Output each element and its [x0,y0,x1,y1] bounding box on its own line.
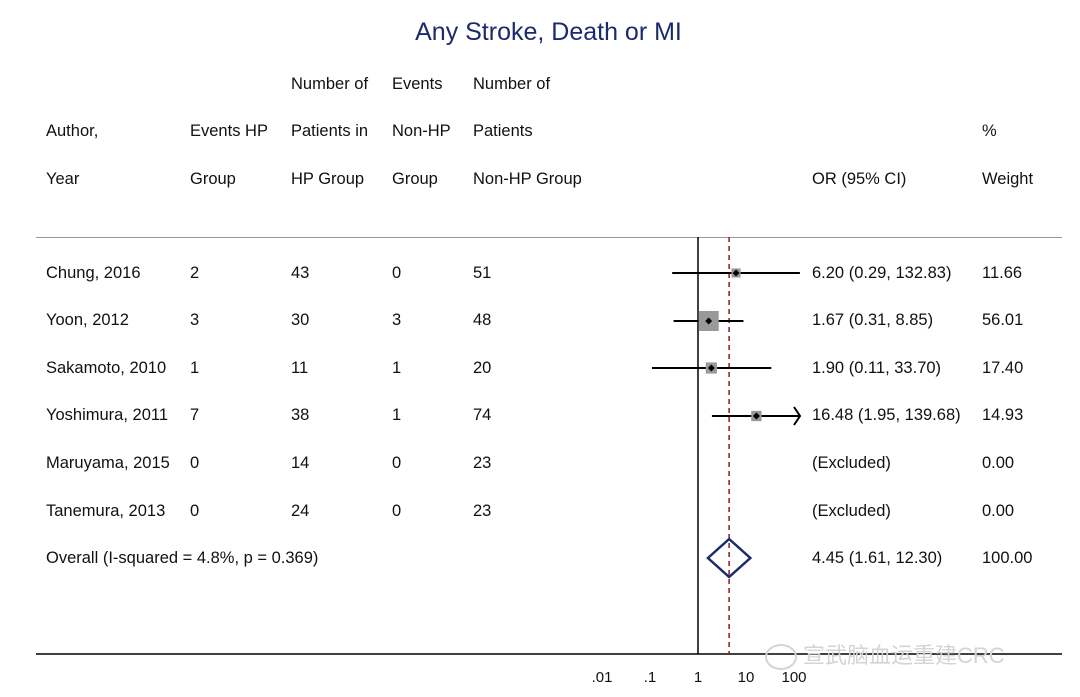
point-estimate [732,269,740,277]
study-patients-nonhp: 74 [473,406,492,424]
watermark-text: 宣武脑血运重建CRC [803,643,1005,668]
study-weight: 11.66 [982,264,1023,282]
header-weight-line1: % [982,122,997,140]
study-row: Chung, 2016 2 43 0 51 6.20 (0.29, 132.83… [0,264,1080,294]
header-author-line2: Year [46,170,80,188]
study-row: Sakamoto, 2010 1 11 1 20 1.90 (0.11, 33.… [0,359,1080,389]
wechat-icon [765,644,797,671]
x-tick-label: .01 [592,669,613,686]
study-events-nonhp: 0 [392,454,402,472]
study-row: Yoshimura, 2011 7 38 1 74 16.48 (1.95, 1… [0,406,1080,436]
header-events-nonhp-line1: Events [392,75,443,93]
point-estimate [707,364,715,372]
header-patients-hp-line1: Number of [291,75,369,93]
study-events-nonhp: 0 [392,502,402,520]
study-events-nonhp: 1 [392,406,402,424]
header-events-nonhp-line2: Non-HP [392,122,451,140]
study-events-hp: 3 [190,311,200,329]
header-events-hp-line1: Events HP [190,122,268,140]
study-patients-nonhp: 20 [473,359,492,377]
study-author: Yoon, 2012 [46,311,129,329]
study-weight: 0.00 [982,454,1015,472]
study-author: Maruyama, 2015 [46,454,170,472]
point-estimate [752,412,760,420]
study-weight: 14.93 [982,406,1024,424]
watermark: 宣武脑血运重建CRC [765,638,1005,671]
study-row: Tanemura, 2013 0 24 0 23 (Excluded) 0.00 [0,502,1080,532]
header-or: OR (95% CI) [812,170,907,188]
study-author: Tanemura, 2013 [46,502,166,520]
study-row: Maruyama, 2015 0 14 0 23 (Excluded) 0.00 [0,454,1080,484]
overall-label: Overall (I-squared = 4.8%, p = 0.369) [46,549,319,567]
study-weight: 17.40 [982,359,1024,377]
study-patients-hp: 38 [291,406,310,424]
header-patients-nonhp-line1: Number of [473,75,551,93]
header-author-line1: Author, [46,122,99,140]
overall-weight: 100.00 [982,549,1033,567]
header-events-nonhp-line3: Group [392,170,438,188]
x-tick-label: 100 [781,669,806,686]
study-patients-hp: 43 [291,264,310,282]
study-author: Sakamoto, 2010 [46,359,167,377]
header-events-hp-line2: Group [190,170,236,188]
study-patients-hp: 24 [291,502,310,520]
study-weight: 56.01 [982,311,1024,329]
study-patients-hp: 14 [291,454,310,472]
study-patients-nonhp: 51 [473,264,492,282]
study-patients-nonhp: 48 [473,311,492,329]
study-events-nonhp: 3 [392,311,402,329]
study-patients-nonhp: 23 [473,454,492,472]
chart-title: Any Stroke, Death or MI [415,18,682,46]
study-events-hp: 1 [190,359,200,377]
study-or: 1.67 (0.31, 8.85) [812,311,934,329]
study-author: Chung, 2016 [46,264,141,282]
x-tick-label: 10 [738,669,755,686]
ci-arrow [793,406,802,426]
header-weight-line2: Weight [982,170,1034,188]
header-patients-nonhp-line3: Non-HP Group [473,170,582,188]
study-patients-hp: 30 [291,311,310,329]
study-or: (Excluded) [812,454,891,472]
point-estimate [705,317,713,325]
overall-row: Overall (I-squared = 4.8%, p = 0.369) 4.… [0,549,1080,579]
x-tick-label: 1 [694,669,702,686]
study-row: Yoon, 2012 3 30 3 48 1.67 (0.31, 8.85) 5… [0,311,1080,341]
study-events-hp: 2 [190,264,200,282]
study-events-nonhp: 1 [392,359,402,377]
study-or: 1.90 (0.11, 33.70) [812,359,942,377]
study-events-hp: 0 [190,454,200,472]
x-tick-label: .1 [644,669,657,686]
header-patients-hp-line3: HP Group [291,170,365,188]
study-or: (Excluded) [812,502,891,520]
study-events-hp: 7 [190,406,200,424]
study-events-nonhp: 0 [392,264,402,282]
study-patients-hp: 11 [291,359,309,377]
header-patients-hp-line2: Patients in [291,122,369,140]
study-or: 6.20 (0.29, 132.83) [812,264,952,282]
study-events-hp: 0 [190,502,200,520]
header-patients-nonhp-line2: Patients [473,122,533,140]
overall-diamond [706,537,753,579]
study-patients-nonhp: 23 [473,502,492,520]
study-author: Yoshimura, 2011 [46,406,169,424]
overall-or: 4.45 (1.61, 12.30) [812,549,943,567]
study-or: 16.48 (1.95, 139.68) [812,406,961,424]
study-weight: 0.00 [982,502,1015,520]
header-divider [36,237,1062,238]
